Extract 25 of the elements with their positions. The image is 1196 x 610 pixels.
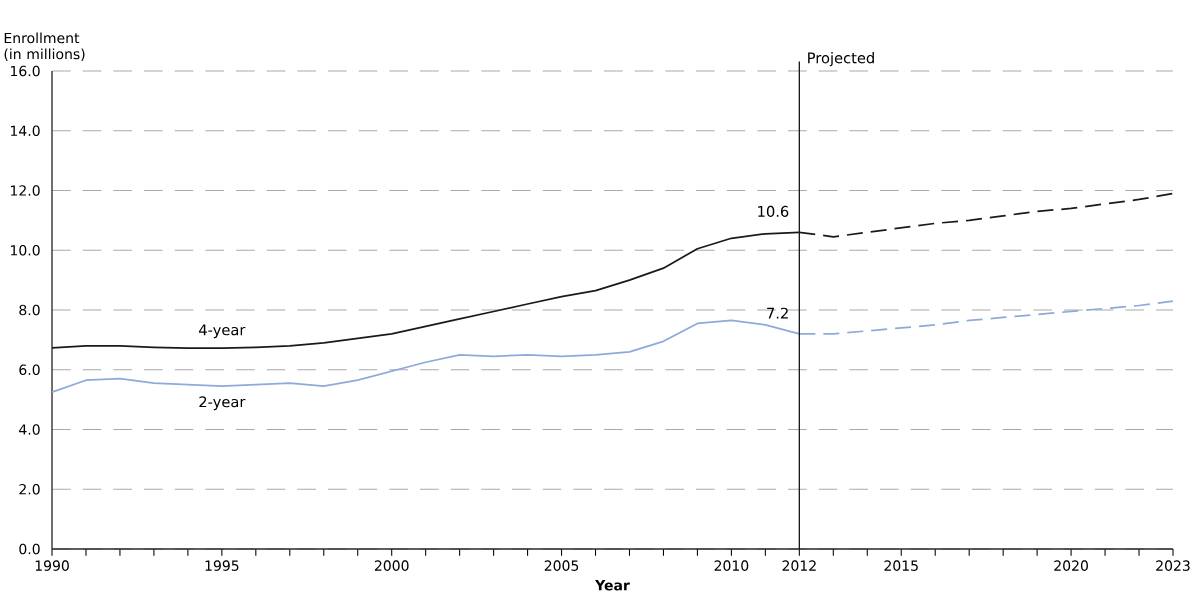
x-tick-label: 2012	[782, 560, 816, 571]
y-tick-label: 2.0	[19, 483, 40, 495]
annotation: 10.6	[758, 205, 789, 217]
x-tick-label: 2020	[1054, 560, 1088, 571]
x-tick-label: 2000	[374, 560, 409, 571]
y-tick-label: 6.0	[19, 364, 40, 376]
x-tick-label: 2023	[1156, 560, 1190, 571]
y-axis-title: Enrollment (in millions)	[4, 32, 85, 61]
y-tick-label: 8.0	[19, 304, 40, 316]
series-label: 2-year	[199, 396, 246, 411]
ref-line-label: Projected	[808, 52, 874, 67]
x-tick-label: 2015	[884, 560, 918, 571]
y-tick-label: 10.0	[11, 244, 40, 256]
y-tick-label: 0.0	[19, 543, 40, 555]
y-tick-label: 14.0	[11, 125, 40, 137]
y-tick-label: 16.0	[11, 65, 40, 77]
y-tick-label: 12.0	[11, 185, 40, 196]
x-tick-label: 2005	[544, 560, 579, 571]
x-tick-label: 1995	[205, 560, 239, 571]
x-tick-label: 2010	[714, 560, 749, 571]
x-axis-title: Year	[595, 580, 630, 591]
y-tick-label: 4.0	[19, 424, 40, 435]
series-label: 4-year	[199, 324, 246, 339]
x-tick-label: 1990	[35, 560, 69, 571]
annotation: 7.2	[767, 307, 788, 319]
